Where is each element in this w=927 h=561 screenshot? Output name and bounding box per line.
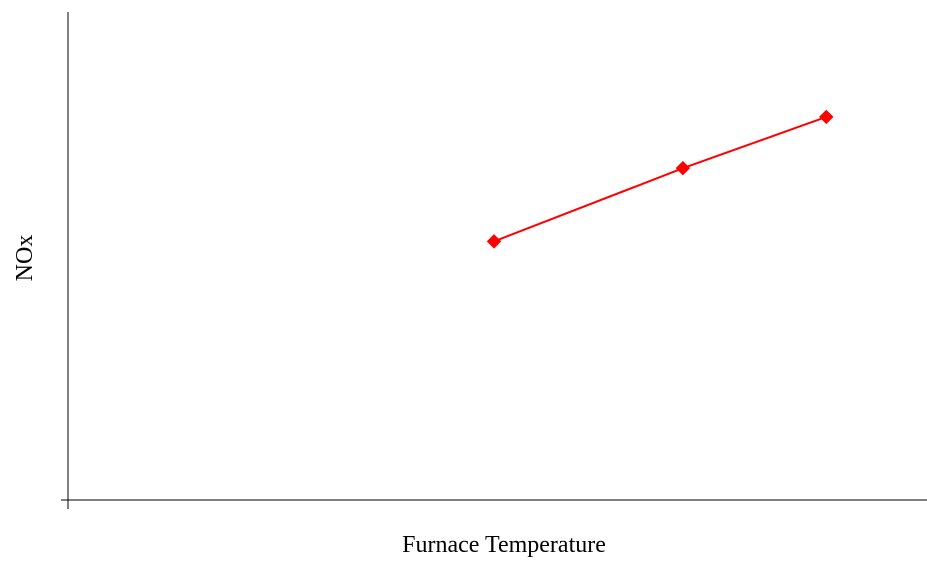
x-axis-label: Furnace Temperature — [402, 532, 606, 558]
data-point-1 — [486, 234, 502, 249]
series-line — [493, 115, 827, 243]
y-axis-label: NOx — [12, 235, 38, 282]
data-point-2 — [675, 160, 691, 176]
series-markers — [486, 109, 834, 249]
plot-area — [61, 12, 927, 509]
data-point-3 — [819, 109, 834, 125]
